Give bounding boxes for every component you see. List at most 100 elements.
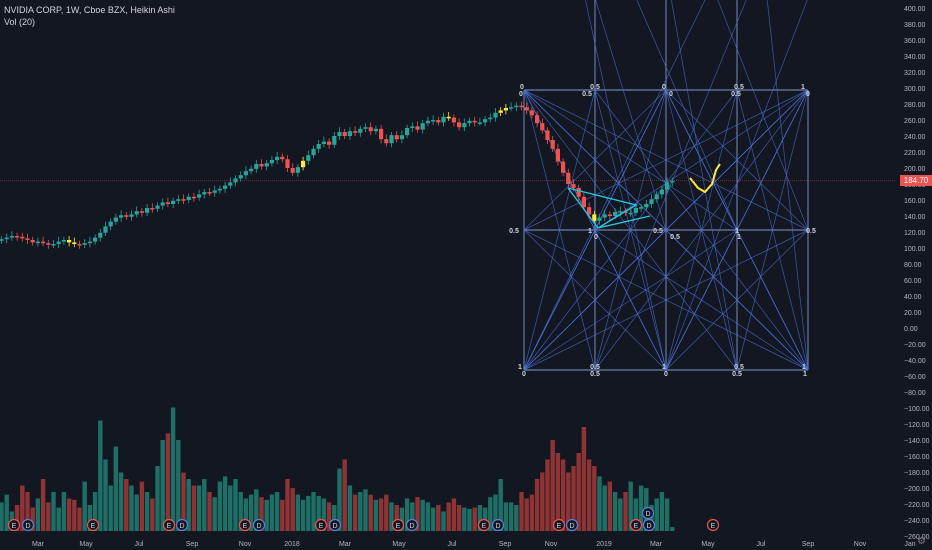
candle-body (535, 115, 540, 124)
volume-bar (207, 492, 212, 531)
gann-label: 0 (520, 84, 524, 91)
volume-bar (155, 466, 160, 531)
earnings-marker-label: E (482, 523, 487, 530)
gann-line (594, 0, 747, 371)
dividend-marker (328, 518, 342, 532)
volume-bar (40, 479, 46, 531)
candle-body (217, 188, 222, 191)
volume-bar (524, 498, 529, 531)
time-tick-label: May (701, 541, 715, 548)
price-tick-label: −20.00 (904, 342, 926, 349)
volume-bar (384, 494, 389, 531)
dividend-marker-label: D (179, 523, 184, 530)
volume-bar (493, 494, 498, 531)
volume-bar (555, 453, 561, 531)
volume-bar (300, 499, 306, 531)
gann-label: 0 (669, 91, 673, 98)
time-axis[interactable]: Mar May Jul Sep Nov 2018 Mar May Jul Sep Nov 2019 Ma… (32, 541, 916, 548)
earnings-marker-label: E (167, 523, 172, 530)
candle-body (275, 156, 280, 160)
candle-body (124, 215, 129, 217)
volume-bar (529, 494, 535, 531)
candle-body (467, 120, 472, 124)
candle-body (493, 112, 498, 118)
gann-line (717, 0, 809, 231)
volume-bar (659, 492, 665, 531)
volume-bar (254, 489, 259, 531)
earnings-marker (552, 518, 566, 532)
earnings-dividend-markers[interactable]: E D E E D E D E D E D E D E D E D ED (7, 506, 720, 532)
candle-body (602, 214, 607, 218)
candle-body (243, 171, 248, 176)
candle-body (509, 107, 514, 109)
candle-body (665, 182, 670, 190)
gann-label: 1 (518, 364, 522, 371)
gann-line (594, 89, 667, 371)
price-tick-label: 360.00 (904, 38, 926, 45)
candle-body (228, 182, 233, 186)
candle-body (316, 144, 321, 149)
candle-body (498, 110, 503, 113)
price-tick-label: 380.00 (904, 22, 926, 29)
gann-label: 0.5 (590, 364, 600, 371)
volume-bar (664, 498, 670, 531)
volume-bar (129, 485, 134, 531)
volume-bar (20, 485, 25, 531)
price-tick-label: −220.00 (904, 502, 930, 509)
earnings-marker (238, 518, 252, 532)
volume-bar (618, 498, 623, 531)
dividend-marker (565, 518, 579, 532)
dividend-marker-label: D (25, 523, 30, 530)
settings-icon[interactable]: ⚙ (917, 536, 926, 547)
candle-body (238, 175, 243, 179)
volume-bar (451, 498, 457, 531)
candle-body (420, 123, 425, 130)
volume-bar (77, 507, 82, 531)
candle-body (639, 207, 644, 209)
time-tick-label: Mar (339, 541, 352, 548)
candle-body (77, 244, 82, 246)
volume-bar (61, 492, 67, 531)
candle-body (139, 211, 144, 213)
volume-bar (228, 485, 233, 531)
candle-body (155, 205, 160, 209)
earnings-marker-label: E (12, 523, 17, 530)
volume-bar (264, 499, 269, 531)
volume-bar (378, 498, 384, 531)
gann-label: 0 (664, 371, 668, 378)
volume-bar (14, 505, 20, 531)
price-tick-label: 320.00 (904, 70, 926, 77)
gann-square-drawing[interactable]: 0 0.5 0 0.5 10 0.5 0 0.5 00.5 1 0.5 1 0.50 0.5 11 0.5 1 0… (509, 0, 816, 378)
volume-bar (202, 479, 207, 531)
gann-line (595, 0, 667, 231)
volume-bar (472, 507, 477, 531)
candle-body (644, 204, 649, 208)
price-tick-label: 120.00 (904, 230, 926, 237)
volume-bar (332, 505, 337, 531)
candle-body (425, 120, 430, 124)
volume-bar (430, 507, 436, 531)
candle-body (56, 241, 61, 244)
volume-bar (358, 492, 363, 531)
volume-bar (566, 472, 571, 531)
time-tick-label: Sep (186, 541, 199, 548)
volume-bar (649, 505, 654, 531)
volume-bar (176, 440, 181, 531)
earnings-marker (706, 518, 720, 532)
pattern-line (597, 215, 651, 229)
candle-body (670, 180, 675, 183)
candle-body (633, 208, 638, 213)
volume-bar (134, 494, 139, 531)
price-axis[interactable]: 400.00 380.00 360.00 340.00 320.00 300.00 280.… (0, 6, 930, 541)
pattern-drawing[interactable] (567, 163, 721, 229)
candle-body (519, 105, 524, 108)
volume-bar (124, 479, 129, 531)
time-tick-label: Jul (448, 541, 457, 548)
candle-body (410, 126, 415, 128)
price-tick-label: −40.00 (904, 358, 926, 365)
volume-bar (368, 494, 373, 531)
gann-line (736, 89, 809, 231)
price-tick-label: −80.00 (904, 390, 926, 397)
volume-bar (165, 433, 171, 531)
